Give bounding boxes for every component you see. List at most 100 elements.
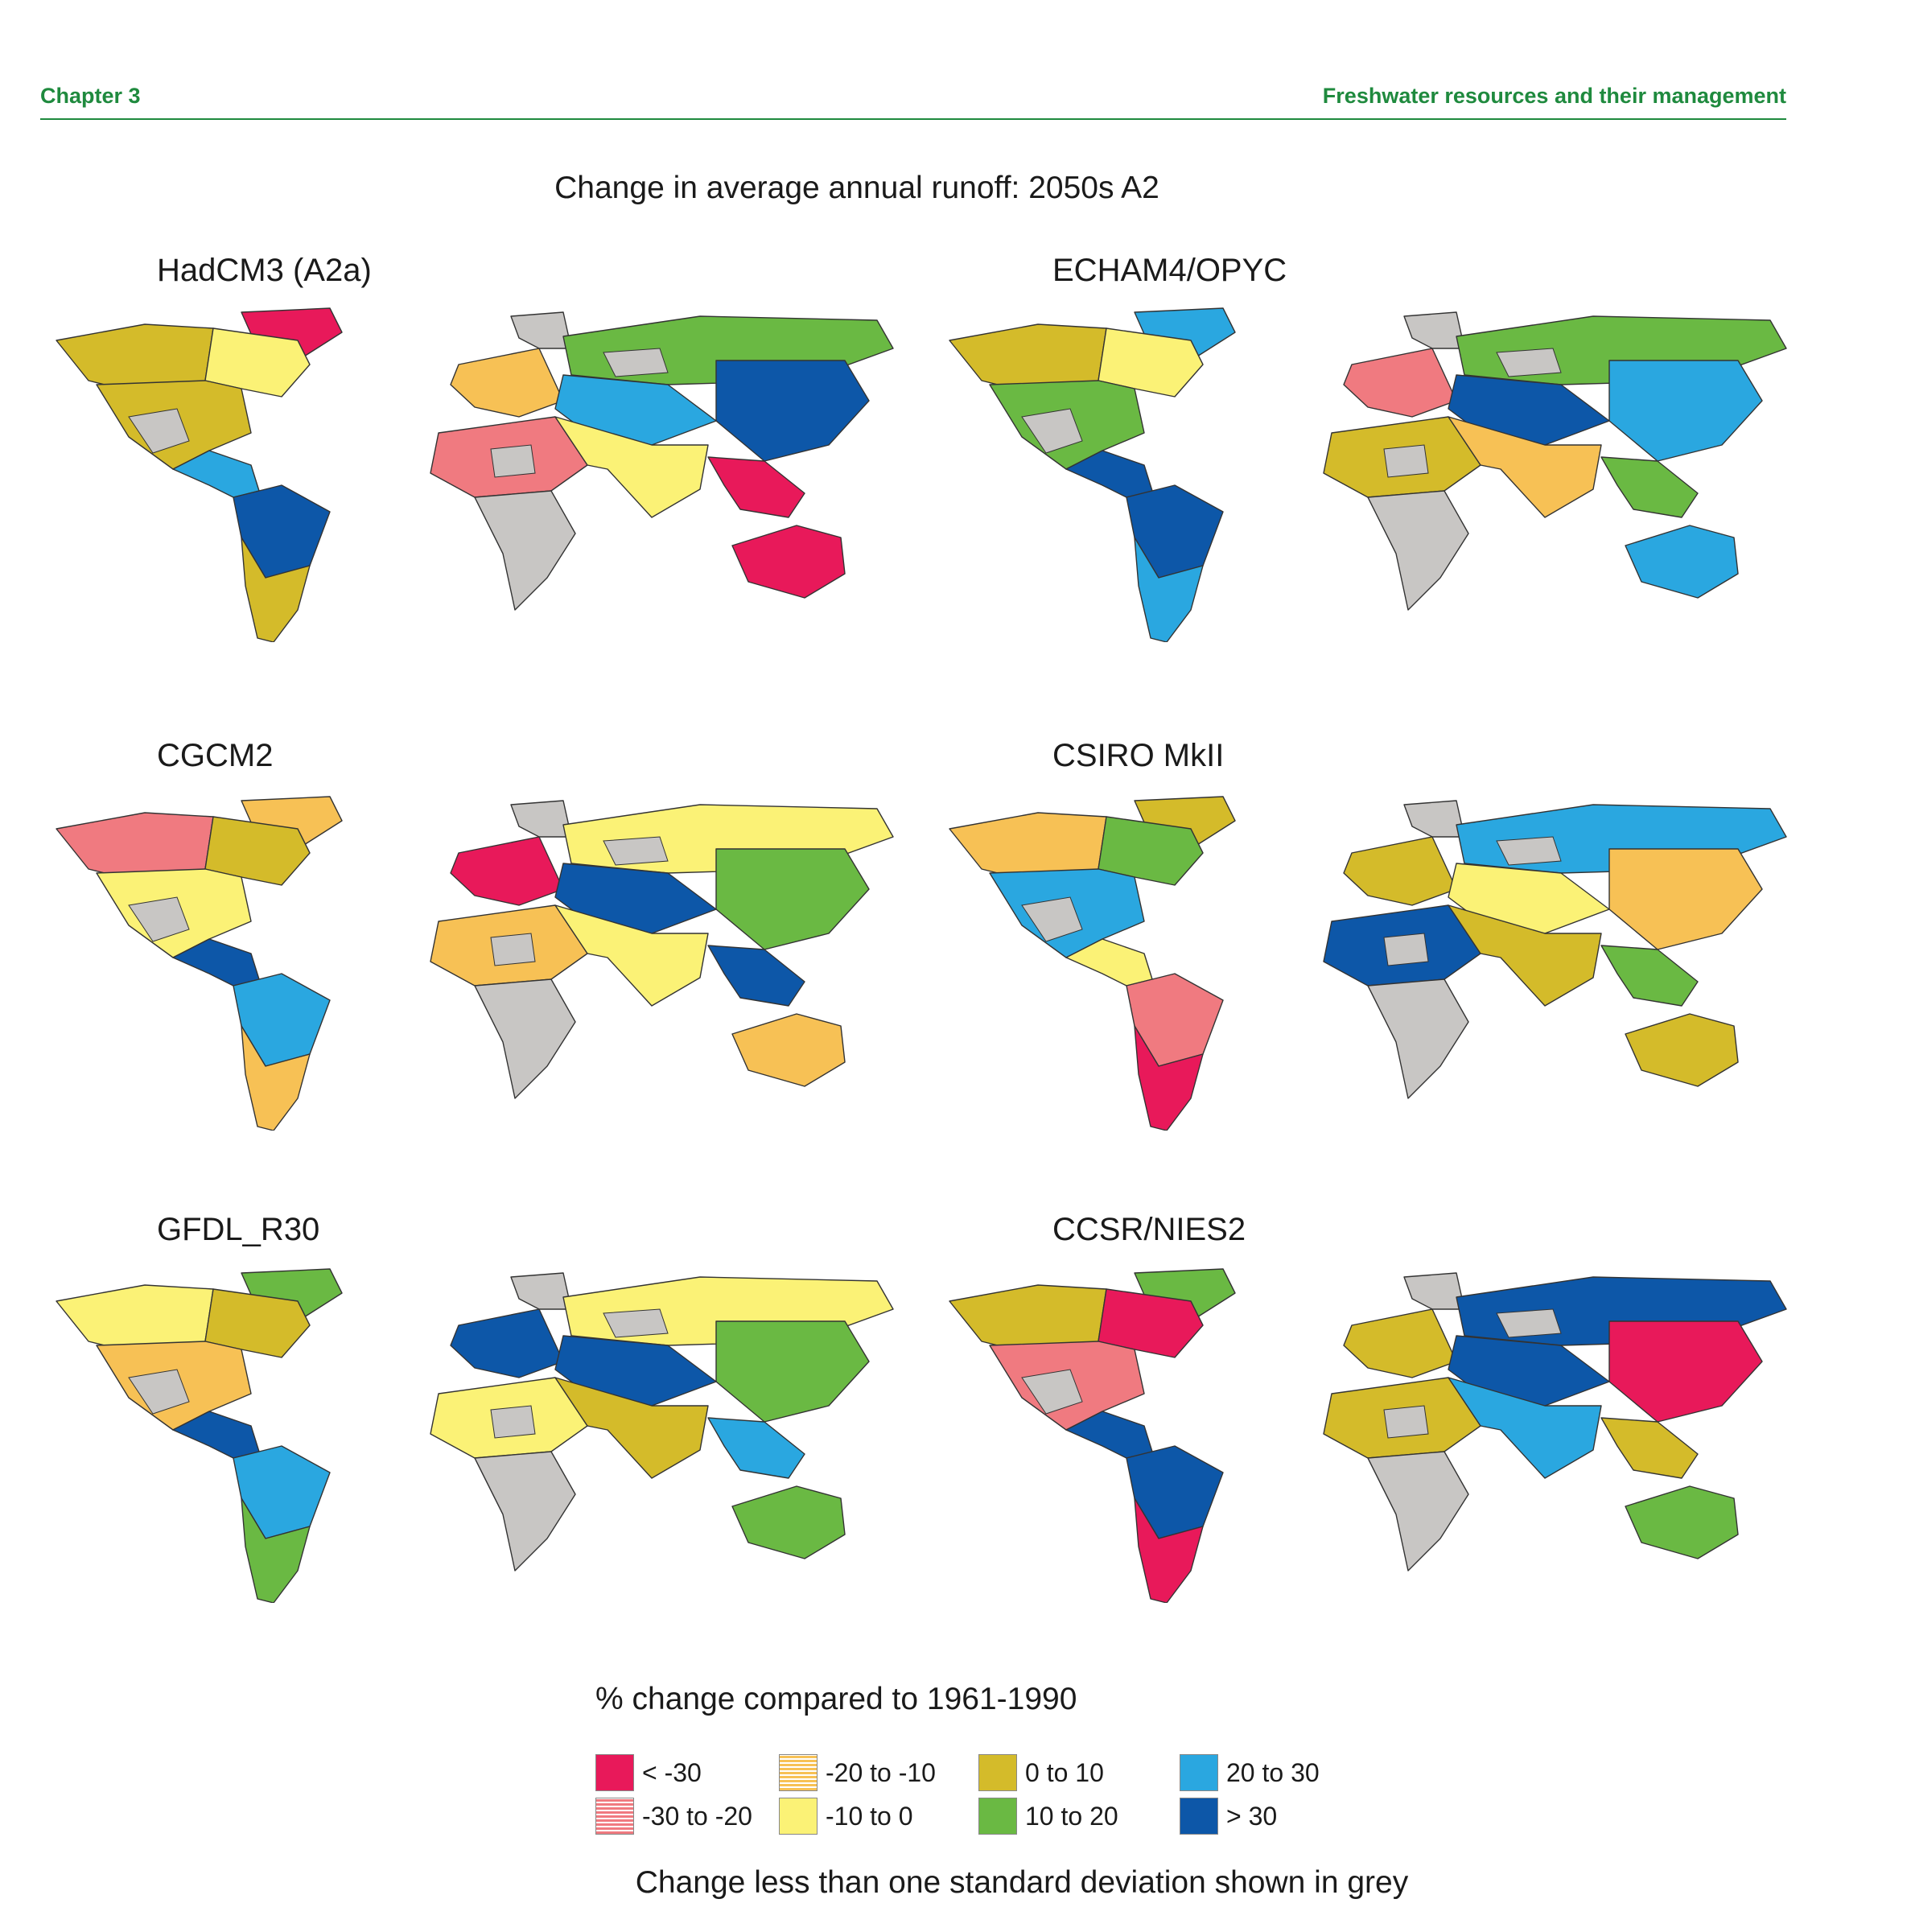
grey-patch-af (1383, 444, 1429, 478)
grey-patch-eu (603, 836, 669, 866)
legend-swatch (1180, 1754, 1218, 1791)
grey-patch-na (128, 1369, 190, 1415)
grey-patch-af (1383, 1405, 1429, 1439)
grey-patch-af (490, 444, 536, 478)
legend-swatch (779, 1754, 818, 1791)
header-rule (40, 118, 1786, 120)
region-middle-east-india (1448, 904, 1602, 1007)
region-scandinavia (510, 1272, 572, 1310)
region-south-america-s (241, 537, 311, 642)
region-south-america-s (1134, 1497, 1204, 1603)
section-title: Freshwater resources and their managemen… (1322, 84, 1786, 108)
grey-patch-eu (603, 1308, 669, 1338)
region-asia-east (715, 848, 870, 950)
world-map-3 (56, 796, 894, 1131)
region-africa-s (1367, 490, 1469, 611)
region-middle-east-india (554, 904, 709, 1007)
region-southeast-asia (707, 945, 805, 1007)
grey-patch-na (128, 896, 190, 942)
region-scandinavia (510, 800, 572, 838)
region-scandinavia (510, 311, 572, 349)
region-south-america-s (1134, 1025, 1204, 1131)
region-southeast-asia (1600, 456, 1699, 518)
legend-swatch (595, 1754, 634, 1791)
legend-label: 20 to 30 (1226, 1757, 1320, 1787)
legend-title: % change compared to 1961-1990 (595, 1682, 1077, 1716)
chapter-label: Chapter 3 (40, 84, 141, 108)
legend-label: > 30 (1226, 1801, 1278, 1831)
grey-patch-af (490, 1405, 536, 1439)
legend-item-10-to-20: 10 to 20 (978, 1798, 1118, 1835)
region-south-america-s (1134, 537, 1204, 642)
legend-label: < -30 (642, 1757, 702, 1787)
legend-label: -10 to 0 (826, 1801, 913, 1831)
region-africa-s (1367, 978, 1469, 1099)
region-africa-s (474, 978, 576, 1099)
world-map-2 (949, 307, 1787, 642)
region-europe-w (450, 836, 564, 906)
world-map-1 (56, 307, 894, 642)
region-middle-east-india (554, 1377, 709, 1479)
region-asia-east (715, 1320, 870, 1423)
legend-item-minus30-to-minus20: -30 to -20 (595, 1798, 752, 1835)
grey-patch-na (128, 408, 190, 454)
world-map-6 (949, 1268, 1787, 1603)
grey-patch-eu (1496, 836, 1562, 866)
legend-swatch (779, 1798, 818, 1835)
grey-patch-na (1021, 408, 1083, 454)
region-southeast-asia (707, 1417, 805, 1479)
grey-patch-af (1383, 933, 1429, 966)
world-map-5 (56, 1268, 894, 1603)
region-europe-w (1343, 836, 1457, 906)
grey-patch-na (1021, 1369, 1083, 1415)
region-south-america-s (241, 1497, 311, 1603)
panel-title-3: CGCM2 (157, 738, 274, 773)
region-scandinavia (1403, 311, 1465, 349)
region-south-america-s (241, 1025, 311, 1131)
region-middle-east-india (1448, 1377, 1602, 1479)
legend-item-lt-minus30: < -30 (595, 1754, 702, 1791)
region-africa-s (1367, 1451, 1469, 1572)
region-australia (1625, 525, 1739, 599)
legend-item-gt-30: > 30 (1180, 1798, 1277, 1835)
grey-patch-af (490, 933, 536, 966)
region-australia (1625, 1485, 1739, 1559)
region-asia-east (715, 360, 870, 462)
grey-patch-eu (1496, 348, 1562, 377)
panel-title-4: CSIRO MkII (1052, 738, 1225, 773)
region-europe-w (450, 1308, 564, 1378)
region-scandinavia (1403, 800, 1465, 838)
region-asia-east (1608, 1320, 1763, 1423)
footnote: Change less than one standard deviation … (635, 1865, 1409, 1900)
legend-swatch (978, 1754, 1017, 1791)
region-australia (1625, 1013, 1739, 1087)
legend-label: -30 to -20 (642, 1801, 752, 1831)
legend-item-minus20-to-minus10: -20 to -10 (779, 1754, 936, 1791)
legend-item-0-to-10: 0 to 10 (978, 1754, 1104, 1791)
world-map-4 (949, 796, 1787, 1131)
grey-patch-eu (1496, 1308, 1562, 1338)
grey-patch-na (1021, 896, 1083, 942)
grey-patch-eu (603, 348, 669, 377)
region-scandinavia (1403, 1272, 1465, 1310)
legend-swatch (595, 1798, 634, 1835)
region-australia (731, 1013, 846, 1087)
legend-label: 0 to 10 (1025, 1757, 1104, 1787)
region-europe-w (1343, 348, 1457, 418)
legend-item-minus10-to-0: -10 to 0 (779, 1798, 913, 1835)
region-australia (731, 525, 846, 599)
region-southeast-asia (1600, 1417, 1699, 1479)
region-europe-w (450, 348, 564, 418)
legend-label: 10 to 20 (1025, 1801, 1118, 1831)
region-asia-east (1608, 360, 1763, 462)
legend-item-20-to-30: 20 to 30 (1180, 1754, 1320, 1791)
panel-title-1: HadCM3 (A2a) (157, 253, 372, 288)
panel-title-6: CCSR/NIES2 (1052, 1212, 1246, 1247)
region-europe-w (1343, 1308, 1457, 1378)
region-africa-s (474, 1451, 576, 1572)
region-australia (731, 1485, 846, 1559)
region-asia-east (1608, 848, 1763, 950)
legend-swatch (1180, 1798, 1218, 1835)
region-middle-east-india (1448, 416, 1602, 518)
region-southeast-asia (707, 456, 805, 518)
